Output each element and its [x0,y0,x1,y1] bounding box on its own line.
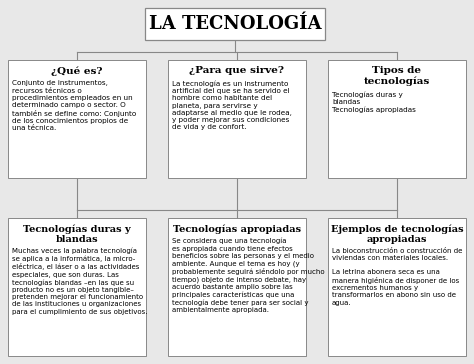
Text: ¿Qué es?: ¿Qué es? [51,66,103,75]
FancyBboxPatch shape [328,218,466,356]
Text: La tecnología es un instrumento
artificial del que se ha servido el
hombre como : La tecnología es un instrumento artifici… [172,80,292,131]
Text: LA TECNOLOGÍA: LA TECNOLOGÍA [149,15,321,33]
Text: Muchas veces la palabra tecnología
se aplica a la informática, la micro-
eléctri: Muchas veces la palabra tecnología se ap… [12,248,147,314]
Text: Ejemplos de tecnologías
apropiadas: Ejemplos de tecnologías apropiadas [331,224,463,244]
Text: La bioconstrucción o construcción de
viviendas con materiales locales.

La letri: La bioconstrucción o construcción de viv… [332,248,462,306]
FancyBboxPatch shape [168,218,306,356]
FancyBboxPatch shape [328,60,466,178]
FancyBboxPatch shape [168,60,306,178]
Text: Tecnologías duras y
blandas
Tecnologías apropiadas: Tecnologías duras y blandas Tecnologías … [332,91,416,112]
Text: Se considera que una tecnología
es apropiada cuando tiene efectos
beneficios sob: Se considera que una tecnología es aprop… [172,238,325,313]
Text: Conjunto de instrumentos,
recursos técnicos o
procedimientos empleados en un
det: Conjunto de instrumentos, recursos técni… [12,80,136,131]
FancyBboxPatch shape [8,60,146,178]
Text: Tecnologías duras y
blandas: Tecnologías duras y blandas [23,224,131,244]
FancyBboxPatch shape [8,218,146,356]
FancyBboxPatch shape [145,8,325,40]
Text: Tipos de
tecnologías: Tipos de tecnologías [364,66,430,86]
Text: ¿Para que sirve?: ¿Para que sirve? [190,66,284,75]
Text: Tecnologías apropiadas: Tecnologías apropiadas [173,224,301,233]
